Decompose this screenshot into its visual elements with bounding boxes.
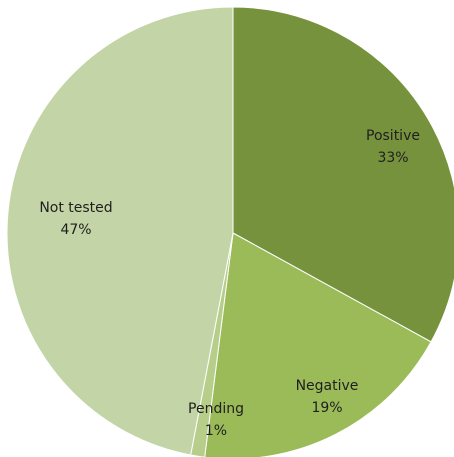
slice-label-negative: Negative	[296, 378, 359, 394]
slice-value-positive: 33%	[377, 150, 408, 166]
slice-value-negative: 19%	[311, 400, 342, 416]
slice-label-not-tested: Not tested	[39, 200, 112, 216]
slice-label-pending: Pending	[188, 401, 244, 417]
slice-label-positive: Positive	[366, 128, 420, 144]
pie-slice-positive	[232, 6, 454, 343]
pie-labels: Positive 33% Negative 19% Pending 1% Not teste…	[39, 128, 420, 439]
pie-slice-negative	[204, 232, 432, 457]
pie-slice-not-tested	[6, 6, 234, 456]
pie-slices	[6, 6, 454, 457]
slice-value-not-tested: 47%	[60, 222, 91, 238]
slice-value-pending: 1%	[205, 423, 227, 439]
